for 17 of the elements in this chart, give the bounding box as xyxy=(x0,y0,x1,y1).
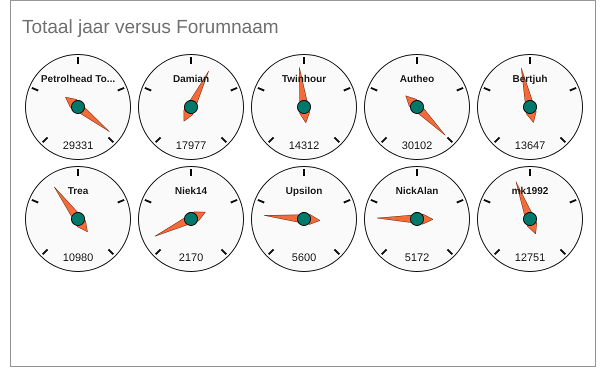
data-label: 13647 xyxy=(514,140,546,152)
text: Autheo xyxy=(398,74,436,85)
text: Niek14 xyxy=(174,186,208,197)
data-label: 10980 xyxy=(62,252,94,264)
text: NickAlan xyxy=(394,186,440,197)
data-label: 30102 xyxy=(400,140,434,152)
data-label: 29331 xyxy=(62,140,94,152)
data-label: 5600 xyxy=(290,252,318,264)
text: Trea xyxy=(66,186,90,197)
text: Petrolhead To... xyxy=(40,74,116,85)
data-label: 14312 xyxy=(288,140,320,152)
text: Totaal jaar versus Forumnaam xyxy=(22,17,279,39)
data-label: 2170 xyxy=(178,252,204,264)
data-label: 17977 xyxy=(174,140,208,152)
data-label: 12751 xyxy=(514,252,546,264)
data-label: 5172 xyxy=(404,252,430,264)
text: Upsilon xyxy=(284,186,324,197)
